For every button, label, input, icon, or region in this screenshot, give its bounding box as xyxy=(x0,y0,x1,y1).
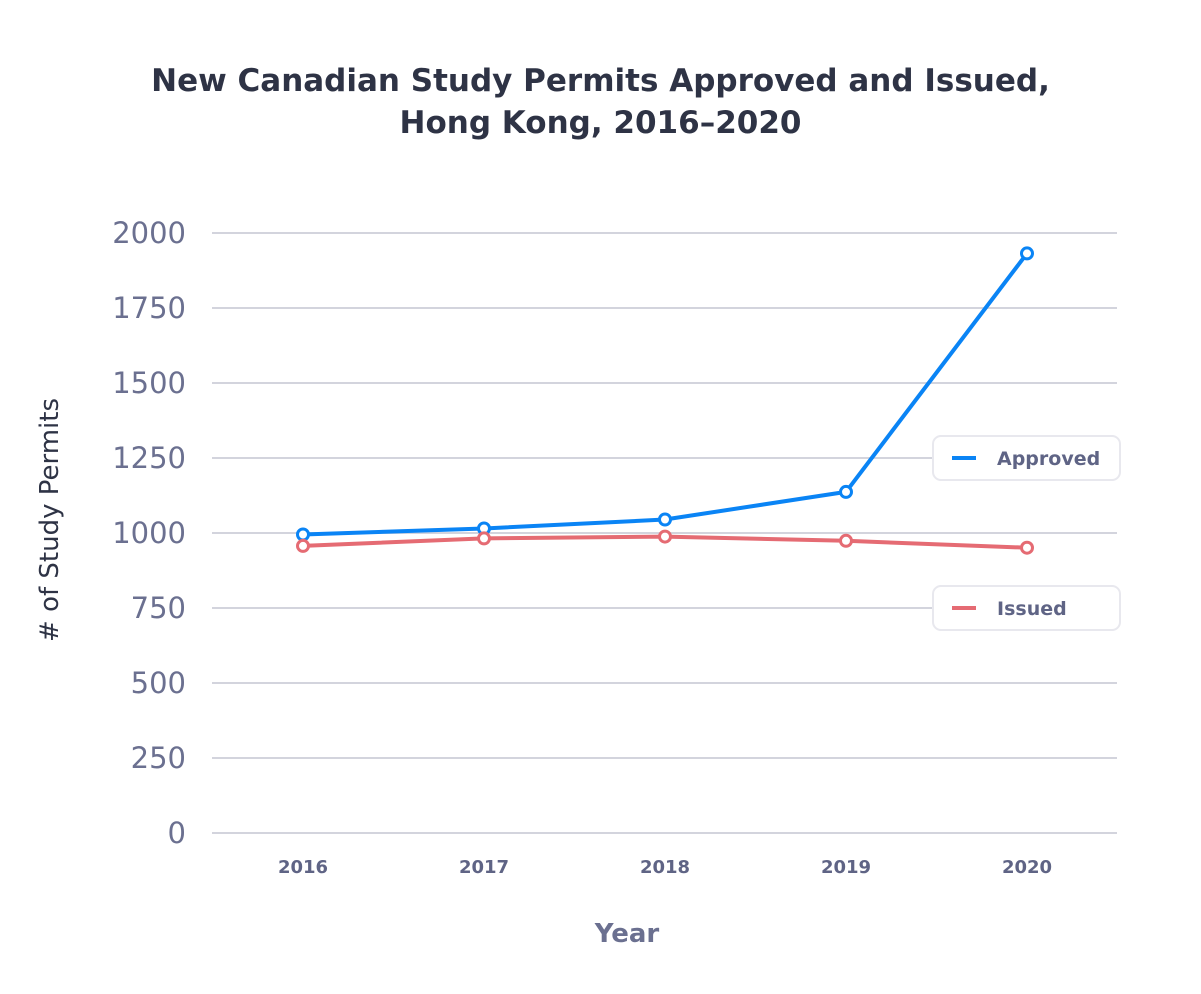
data-point-issued xyxy=(1020,540,1034,555)
x-tick-label: 2020 xyxy=(1002,857,1052,878)
y-tick-label: 0 xyxy=(168,816,186,850)
data-point-approved xyxy=(296,527,310,542)
legend-label-issued: Issued xyxy=(997,598,1067,620)
data-point-issued xyxy=(839,533,853,548)
y-tick-label: 2000 xyxy=(112,216,186,250)
x-tick-label: 2017 xyxy=(459,857,509,878)
chart-title-line-1: New Canadian Study Permits Approved and … xyxy=(151,63,1050,99)
series-line-approved xyxy=(302,252,1029,537)
data-point-issued xyxy=(296,538,310,553)
y-tick-label: 1000 xyxy=(112,516,186,550)
x-tick-label: 2019 xyxy=(821,857,871,878)
legend-box xyxy=(932,435,1121,481)
data-point-issued xyxy=(477,531,491,546)
data-point-approved xyxy=(839,484,853,499)
legend-box xyxy=(932,585,1121,631)
y-axis-label: # of Study Permits xyxy=(35,398,65,642)
y-tick-label: 1500 xyxy=(112,366,186,400)
x-tick-label: 2018 xyxy=(640,857,690,878)
y-tick-label: 500 xyxy=(131,666,186,700)
data-point-approved xyxy=(658,512,672,527)
x-axis-label: Year xyxy=(594,919,660,949)
x-tick-label: 2016 xyxy=(278,857,328,878)
y-tick-label: 1750 xyxy=(112,291,186,325)
y-tick-label: 750 xyxy=(131,591,186,625)
chart-title-line-2: Hong Kong, 2016–2020 xyxy=(399,105,802,141)
y-tick-label: 1250 xyxy=(112,441,186,475)
data-point-approved xyxy=(1020,246,1034,261)
legend-label-approved: Approved xyxy=(997,448,1100,470)
y-tick-label: 250 xyxy=(131,741,186,775)
data-point-issued xyxy=(658,529,672,544)
